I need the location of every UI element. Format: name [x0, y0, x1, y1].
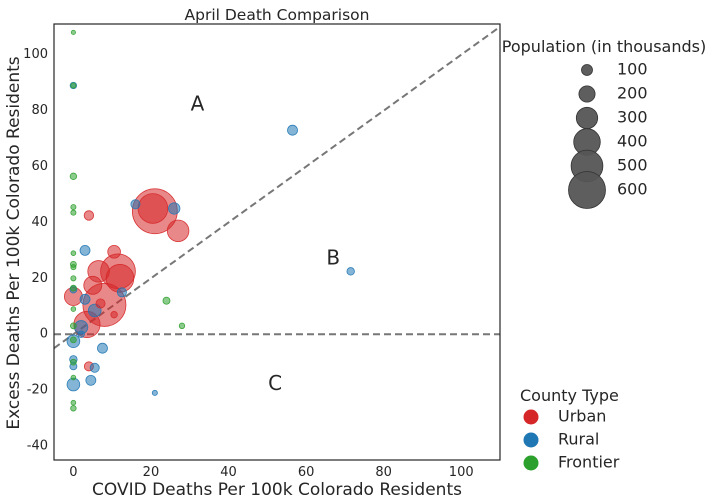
region-label-a: A	[191, 92, 205, 116]
y-tick-label-100: 100	[23, 47, 48, 62]
x-tick-label-60: 60	[298, 465, 315, 480]
data-point-rural-16	[151, 389, 158, 396]
region-label-c: C	[268, 371, 282, 395]
data-point-frontier-13	[70, 358, 77, 366]
color-legend-marker-rural	[523, 432, 539, 448]
data-point-frontier-7	[70, 264, 77, 271]
data-point-rural-1	[346, 267, 355, 276]
data-point-frontier-15	[70, 399, 77, 406]
color-legend-title: County Type	[520, 386, 619, 405]
region-label-b: B	[326, 245, 340, 269]
data-point-rural-6	[79, 293, 91, 305]
data-point-frontier-14	[70, 374, 77, 381]
y-tick-label-20: 20	[31, 271, 48, 286]
data-point-frontier-18	[178, 322, 186, 330]
size-legend-label-300: 300	[617, 108, 648, 127]
x-axis-label: COVID Deaths Per 100k Colorado Residents	[92, 480, 462, 500]
y-tick-label--40: -40	[27, 439, 48, 454]
data-point-urban-11	[83, 210, 95, 221]
data-point-urban-14	[110, 311, 118, 319]
data-point-urban-10	[107, 245, 121, 259]
data-point-frontier-0	[70, 29, 76, 35]
size-legend-marker-200	[578, 85, 596, 103]
color-legend-label-frontier: Frontier	[558, 453, 620, 472]
color-legend-label-urban: Urban	[558, 407, 606, 426]
data-point-frontier-17	[162, 296, 171, 305]
data-point-rural-2	[168, 202, 181, 215]
y-tick-label-0: 0	[40, 327, 48, 342]
data-point-frontier-12	[70, 336, 77, 344]
axes: 0 20 40 60 80 100 -40 -20 0 20 40 60 80 100	[23, 23, 501, 480]
data-point-rural-13	[89, 362, 100, 373]
data-point-rural-5	[116, 287, 127, 298]
y-tick-label-40: 40	[31, 215, 48, 230]
data-point-rural-19	[77, 330, 85, 338]
x-tick-label-100: 100	[449, 465, 474, 480]
data-point-urban-13	[95, 298, 106, 309]
y-tick-label-80: 80	[31, 103, 48, 118]
diagonal-reference-line	[54, 25, 500, 350]
color-legend-marker-frontier	[523, 455, 539, 471]
data-point-frontier-2	[69, 172, 78, 180]
plot-frame	[53, 23, 501, 461]
data-point-frontier-3	[70, 204, 77, 211]
data-point-frontier-1	[70, 82, 77, 89]
y-tick-label-60: 60	[31, 159, 48, 174]
data-point-frontier-9	[70, 284, 77, 292]
x-tick-label-40: 40	[220, 465, 237, 480]
data-point-rural-3	[130, 199, 141, 210]
data-point-rural-12	[97, 342, 108, 354]
x-tick-label-20: 20	[143, 465, 160, 480]
size-legend-label-600: 600	[617, 180, 648, 199]
data-point-rural-4	[79, 244, 91, 256]
data-point-frontier-10	[70, 306, 77, 312]
size-legend-marker-600	[568, 171, 606, 209]
size-legend-marker-100	[581, 64, 593, 76]
color-legend-marker-urban	[523, 409, 539, 425]
data-point-frontier-5	[70, 250, 77, 256]
y-axis-label: Excess Deaths Per 100k Colorado Resident…	[4, 56, 24, 429]
color-legend: County Type Urban Rural Frontier	[520, 386, 620, 472]
size-legend: Population (in thousands) 100 200 300 400 50…	[502, 37, 706, 209]
chart-title: April Death Comparison	[185, 6, 370, 24]
y-tick-label--20: -20	[27, 383, 48, 398]
size-legend-label-200: 200	[617, 84, 648, 103]
size-legend-title: Population (in thousands)	[502, 37, 706, 56]
size-legend-marker-300	[575, 106, 599, 130]
x-tick-label-0: 0	[69, 465, 77, 480]
x-tick-label-80: 80	[375, 465, 392, 480]
data-point-frontier-11	[70, 322, 77, 330]
color-legend-label-rural: Rural	[558, 430, 599, 449]
size-legend-label-500: 500	[617, 156, 648, 175]
data-point-frontier-8	[70, 275, 77, 282]
data-point-frontier-4	[70, 209, 77, 216]
data-point-urban-2	[166, 219, 190, 243]
data-point-rural-0	[287, 124, 298, 136]
data-point-frontier-16	[70, 405, 77, 412]
data-point-rural-11	[85, 374, 97, 386]
data-point-urban-7	[83, 275, 103, 295]
size-legend-label-100: 100	[617, 60, 648, 79]
size-legend-label-400: 400	[617, 132, 648, 151]
plot-area: A B C	[54, 25, 500, 412]
data-point-urban-1	[137, 193, 169, 224]
